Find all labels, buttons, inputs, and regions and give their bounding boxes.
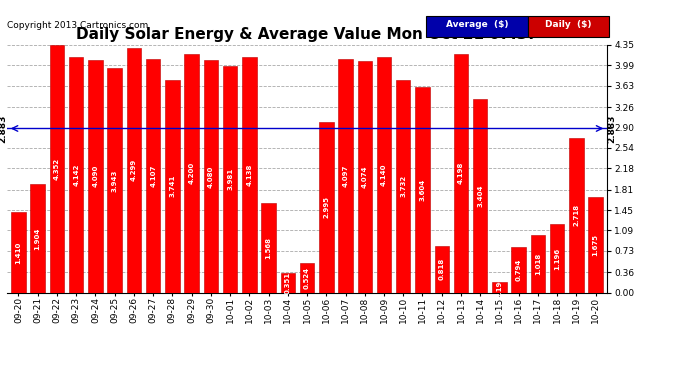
- Bar: [569, 138, 584, 292]
- Text: 4.198: 4.198: [458, 162, 464, 184]
- Bar: [223, 66, 237, 292]
- Text: 3.604: 3.604: [420, 179, 426, 201]
- Text: 2.718: 2.718: [573, 204, 580, 226]
- Text: 0.351: 0.351: [285, 272, 290, 294]
- Text: 3.404: 3.404: [477, 184, 483, 207]
- Bar: [338, 59, 353, 292]
- Text: 1.410: 1.410: [15, 241, 21, 264]
- Bar: [204, 60, 218, 292]
- Bar: [184, 54, 199, 292]
- Text: 1.018: 1.018: [535, 252, 541, 274]
- Bar: [511, 248, 526, 292]
- Bar: [357, 61, 372, 292]
- Text: 4.097: 4.097: [342, 165, 348, 187]
- Bar: [108, 68, 122, 292]
- Bar: [435, 246, 449, 292]
- Text: 0.190: 0.190: [496, 276, 502, 298]
- Text: Average  ($): Average ($): [446, 20, 508, 29]
- Bar: [415, 87, 430, 292]
- Text: 4.138: 4.138: [246, 164, 253, 186]
- Bar: [30, 184, 45, 292]
- Text: 4.074: 4.074: [362, 165, 368, 188]
- Text: 2.995: 2.995: [324, 196, 329, 218]
- Text: 4.107: 4.107: [150, 165, 156, 187]
- Text: 0.794: 0.794: [515, 259, 522, 281]
- Bar: [69, 57, 83, 292]
- Text: 4.352: 4.352: [54, 158, 60, 180]
- Text: 3.943: 3.943: [112, 169, 118, 192]
- Text: 2.883: 2.883: [0, 114, 7, 142]
- Bar: [319, 122, 333, 292]
- Bar: [396, 80, 411, 292]
- Text: 1.196: 1.196: [554, 248, 560, 270]
- Text: 0.524: 0.524: [304, 267, 310, 289]
- Text: 1.568: 1.568: [266, 237, 272, 259]
- Text: 4.299: 4.299: [131, 159, 137, 182]
- Text: 1.675: 1.675: [593, 234, 599, 256]
- Bar: [165, 80, 179, 292]
- Bar: [550, 225, 564, 292]
- Text: 3.981: 3.981: [227, 168, 233, 190]
- Text: 2.883: 2.883: [607, 114, 616, 142]
- Bar: [454, 54, 469, 292]
- Text: 4.200: 4.200: [188, 162, 195, 184]
- Bar: [50, 45, 64, 292]
- Bar: [377, 57, 391, 292]
- Bar: [531, 235, 545, 292]
- Bar: [127, 48, 141, 292]
- Bar: [473, 99, 487, 292]
- Text: Daily  ($): Daily ($): [545, 20, 592, 29]
- Text: 4.090: 4.090: [92, 165, 99, 188]
- Text: 4.142: 4.142: [73, 164, 79, 186]
- Bar: [589, 197, 603, 292]
- Text: 3.741: 3.741: [169, 175, 175, 197]
- Bar: [146, 59, 160, 292]
- Bar: [242, 57, 257, 292]
- Text: 1.904: 1.904: [34, 227, 41, 249]
- Bar: [300, 262, 314, 292]
- Text: 4.140: 4.140: [381, 164, 387, 186]
- Bar: [88, 60, 103, 292]
- Text: 4.080: 4.080: [208, 165, 214, 188]
- Bar: [492, 282, 506, 292]
- Text: 3.732: 3.732: [400, 175, 406, 197]
- Bar: [281, 273, 295, 292]
- Bar: [262, 203, 276, 292]
- Title: Daily Solar Energy & Average Value Mon Oct 21 07:37: Daily Solar Energy & Average Value Mon O…: [76, 27, 538, 42]
- Text: Copyright 2013 Cartronics.com: Copyright 2013 Cartronics.com: [7, 21, 148, 30]
- Text: 0.818: 0.818: [439, 258, 445, 280]
- Bar: [11, 212, 26, 292]
